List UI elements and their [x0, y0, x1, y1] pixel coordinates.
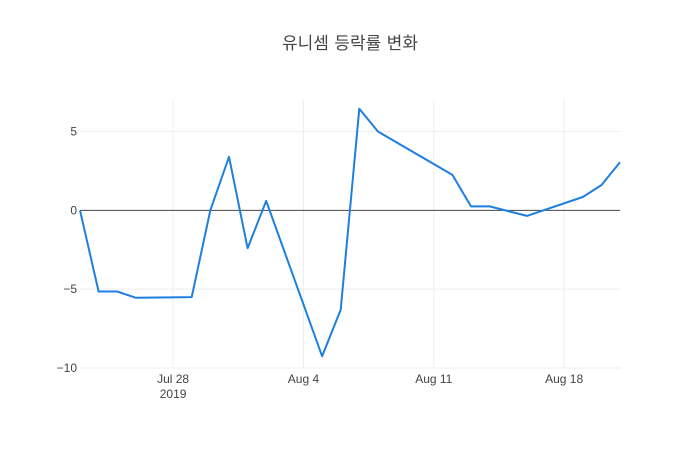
y-tick-label: −5 — [63, 282, 77, 296]
x-tick-label: Aug 11 — [415, 372, 452, 386]
y-tick-label: −10 — [57, 361, 78, 375]
y-tick-label: 0 — [70, 203, 77, 217]
y-gridlines — [80, 131, 620, 369]
x-tick-label: Jul 28 — [157, 372, 189, 386]
series-line — [79, 107, 621, 358]
x-tick-label: Aug 18 — [545, 372, 583, 386]
x-tick-label: Aug 4 — [288, 372, 320, 386]
y-tick-labels: 5 0 −5 −10 — [57, 125, 78, 375]
y-tick-label: 5 — [70, 125, 77, 139]
chart-title: 유니셈 등락률 변화 — [282, 34, 418, 54]
x-gridlines — [172, 100, 565, 368]
x-tick-year-label: 2019 — [160, 387, 187, 401]
